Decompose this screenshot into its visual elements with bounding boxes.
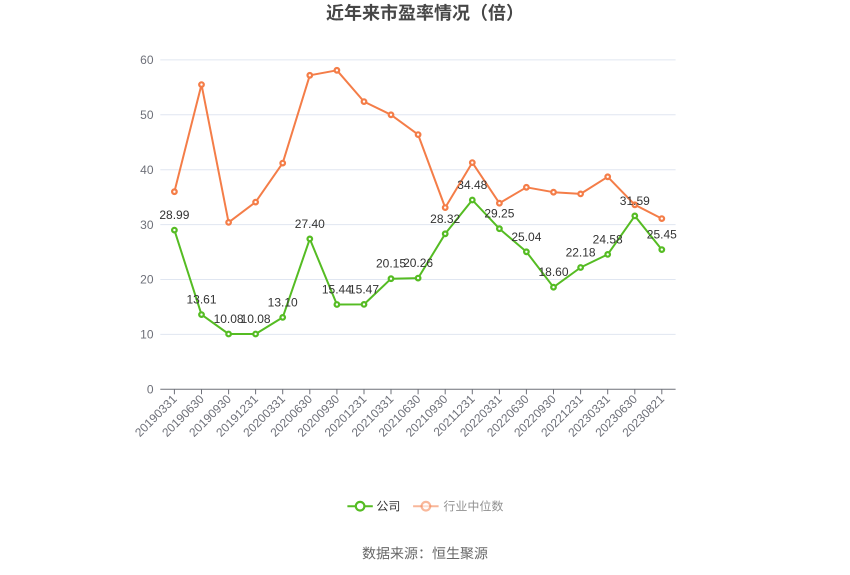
svg-text:22.18: 22.18: [566, 246, 596, 260]
svg-text:24.58: 24.58: [593, 232, 623, 246]
svg-text:50: 50: [140, 108, 154, 122]
svg-text:28.99: 28.99: [159, 208, 189, 222]
svg-text:34.48: 34.48: [457, 178, 487, 192]
svg-text:40: 40: [140, 163, 154, 177]
svg-text:0: 0: [147, 383, 154, 397]
svg-text:15.47: 15.47: [349, 282, 379, 296]
svg-text:31.59: 31.59: [620, 194, 650, 208]
svg-text:27.40: 27.40: [295, 217, 325, 231]
svg-text:20.26: 20.26: [403, 256, 433, 270]
svg-text:13.61: 13.61: [186, 293, 216, 307]
svg-text:10.08: 10.08: [241, 312, 271, 326]
svg-text:10.08: 10.08: [214, 312, 244, 326]
svg-text:20: 20: [140, 273, 154, 287]
svg-text:60: 60: [140, 53, 154, 67]
svg-text:28.32: 28.32: [430, 212, 460, 226]
svg-text:29.25: 29.25: [484, 207, 514, 221]
svg-text:18.60: 18.60: [538, 265, 568, 279]
svg-text:25.04: 25.04: [511, 230, 541, 244]
svg-text:13.10: 13.10: [268, 295, 298, 309]
svg-text:10: 10: [140, 328, 154, 342]
svg-text:30: 30: [140, 218, 154, 232]
svg-text:25.45: 25.45: [647, 228, 677, 242]
svg-text:20.15: 20.15: [376, 257, 406, 271]
svg-text:15.44: 15.44: [322, 283, 352, 297]
